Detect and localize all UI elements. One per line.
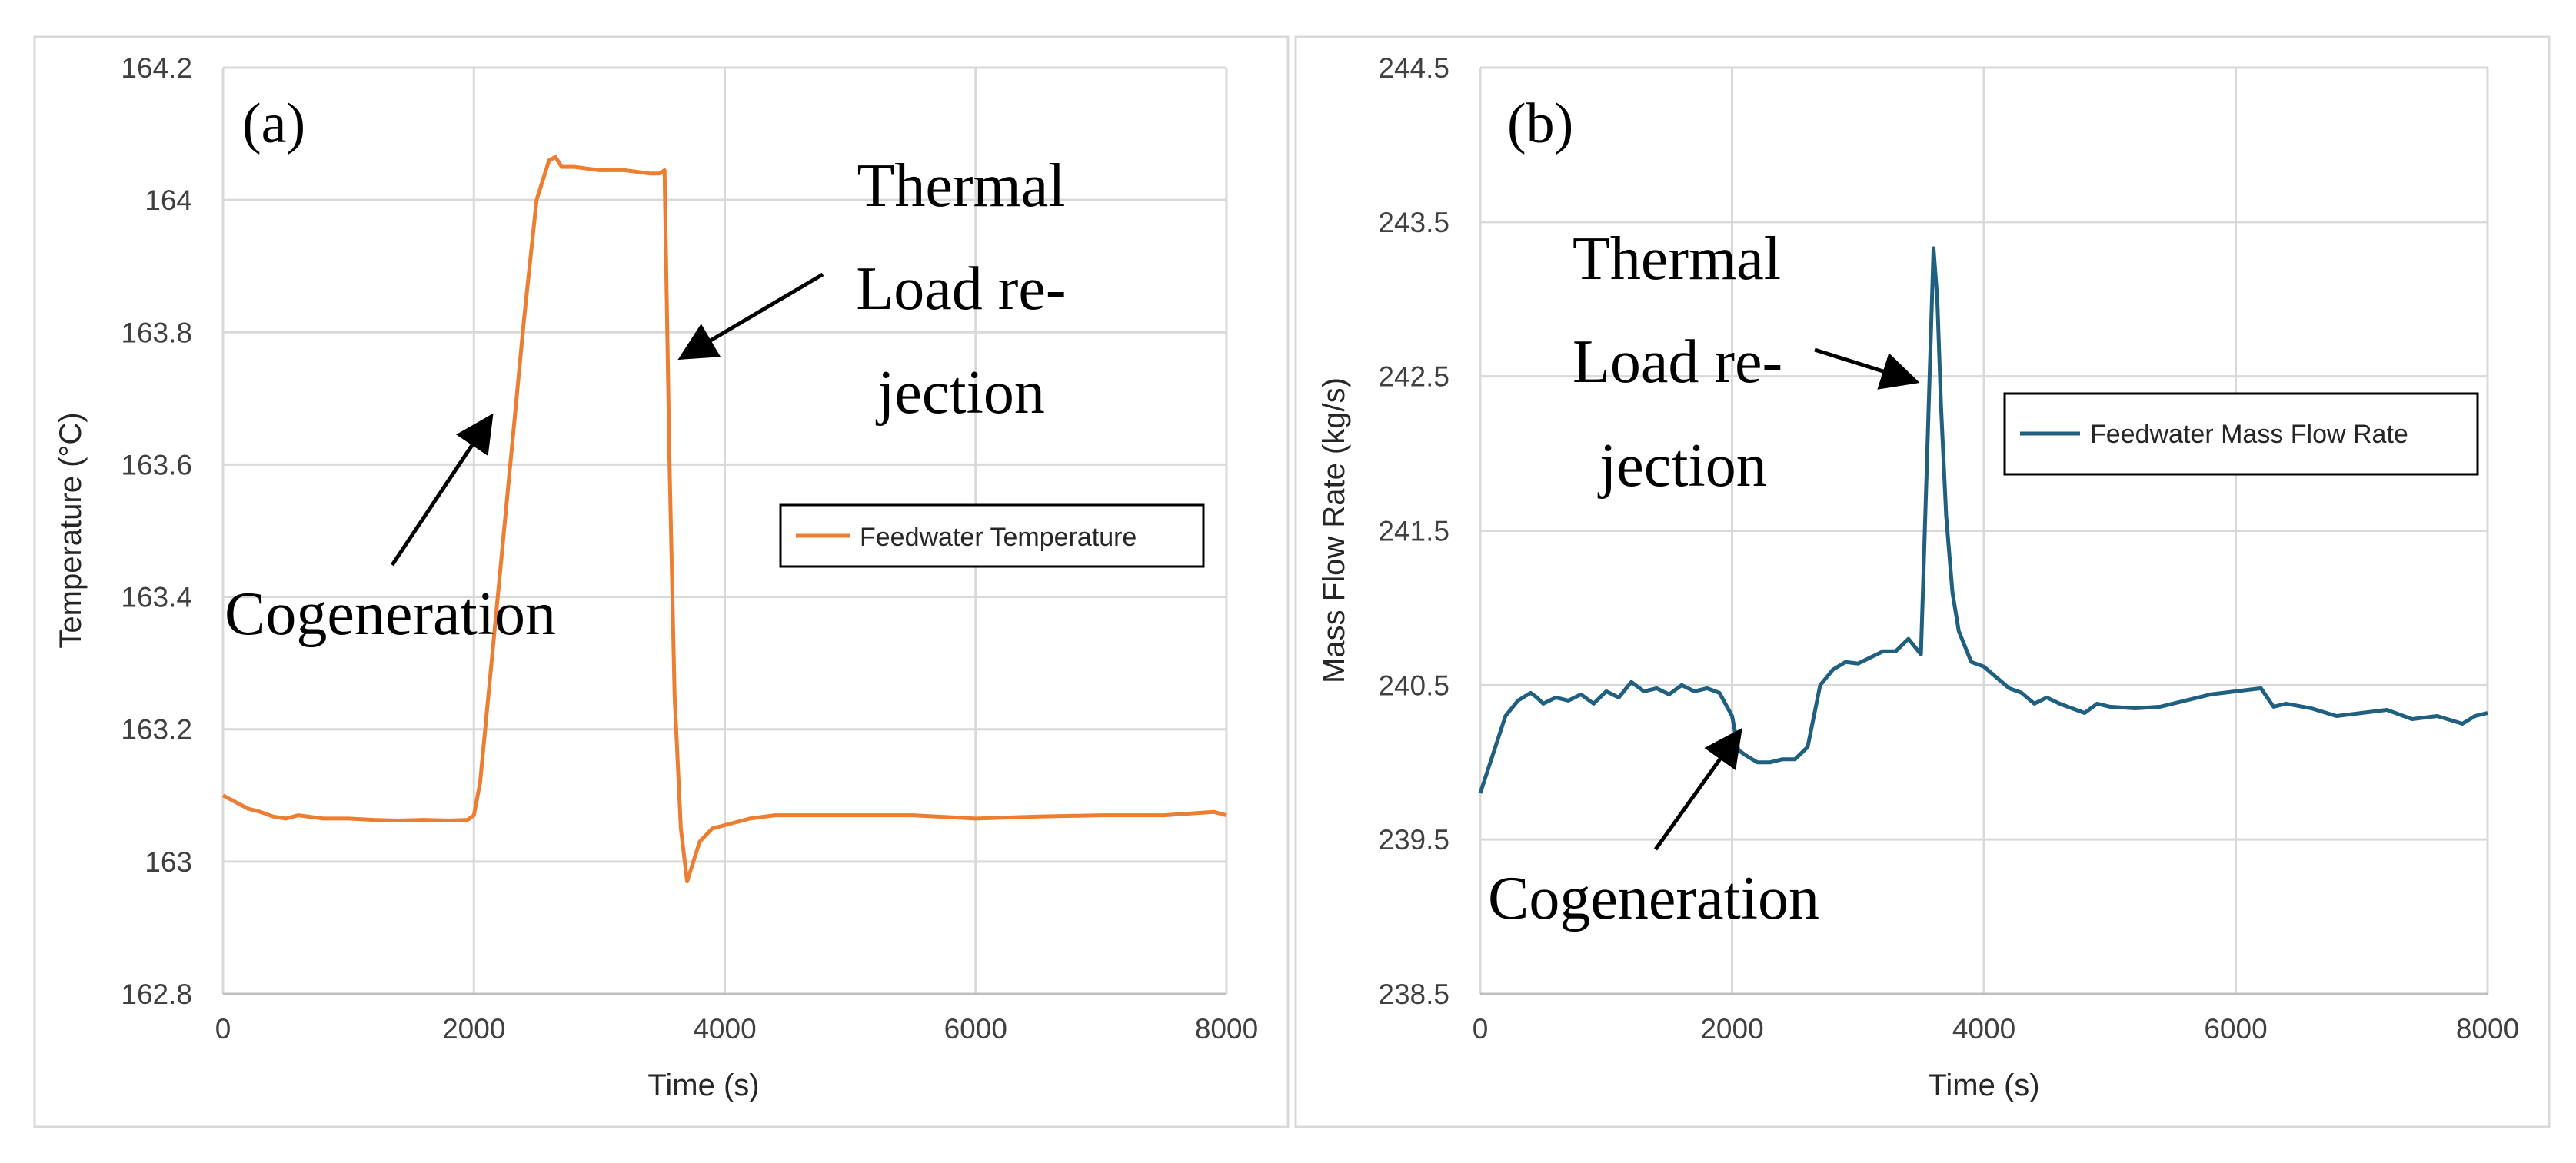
x-tick-label: 2000 <box>1700 1013 1763 1045</box>
panel-b-legend: Feedwater Mass Flow Rate <box>2003 392 2479 476</box>
panel-b-y-ticks: 238.5 239.5 240.5 241.5 242.5 243.5 244.5 <box>1378 52 1449 1010</box>
panel-a-legend-box <box>779 503 1205 568</box>
panel-b-x-ticks: 0 2000 4000 6000 8000 <box>1473 1013 2519 1045</box>
y-tick-label: 163.4 <box>121 582 192 613</box>
annotation-thermal-load-rejection-a: Thermal Load re- jection <box>677 152 1067 427</box>
panel-a-x-ticks: 0 2000 4000 6000 8000 <box>215 1013 1258 1045</box>
annotation-text-jection: jection <box>875 359 1045 427</box>
panel-b-legend-box <box>2003 392 2479 476</box>
x-tick-label: 6000 <box>2204 1013 2267 1045</box>
annotation-arrow-cogeneration-a <box>390 413 494 567</box>
y-tick-label: 238.5 <box>1378 979 1449 1010</box>
y-tick-label: 164.2 <box>121 52 192 84</box>
panel-a-grid <box>221 66 1228 995</box>
annotation-thermal-load-rejection-b: Thermal Load re- jection <box>1573 225 1920 500</box>
annotation-arrow-cogeneration-b <box>1653 727 1742 851</box>
y-tick-label: 163.2 <box>121 714 192 746</box>
y-tick-label: 162.8 <box>121 979 192 1010</box>
x-tick-label: 0 <box>215 1013 231 1045</box>
y-tick-label: 244.5 <box>1378 52 1449 84</box>
panel-b-y-axis-title: Mass Flow Rate (kg/s) <box>1317 377 1351 683</box>
annotation-cogeneration-a: Cogeneration <box>225 413 556 648</box>
y-tick-label: 163 <box>145 846 192 878</box>
y-tick-label: 243.5 <box>1378 207 1449 238</box>
y-tick-label: 163.8 <box>121 317 192 348</box>
annotation-arrow-thermal-load-rejection-a <box>677 272 824 361</box>
panel-b-label: (b) <box>1507 92 1573 155</box>
annotation-cogeneration-b: Cogeneration <box>1488 727 1819 932</box>
y-tick-label: 239.5 <box>1378 824 1449 856</box>
annotation-text-load-re: Load re- <box>856 255 1066 323</box>
annotation-text-cogeneration-b: Cogeneration <box>1488 865 1819 932</box>
panel-a-y-axis-title: Temperature (°C) <box>54 412 88 648</box>
x-tick-label: 0 <box>1473 1013 1489 1045</box>
legend-label-feedwater-mass-flow-rate: Feedwater Mass Flow Rate <box>2090 420 2408 449</box>
panel-b-x-axis-title: Time (s) <box>1928 1068 2039 1102</box>
x-tick-label: 2000 <box>442 1013 505 1045</box>
legend-label-feedwater-temperature: Feedwater Temperature <box>860 523 1137 552</box>
panel-b-grid <box>1479 66 2489 995</box>
annotation-text-jection-b: jection <box>1597 432 1767 500</box>
x-tick-label: 4000 <box>693 1013 756 1045</box>
panel-a-y-ticks: 162.8 163 163.2 163.4 163.6 163.8 164 164.2 <box>121 52 192 1010</box>
annotation-arrow-thermal-load-rejection-b <box>1814 347 1920 390</box>
x-tick-label: 8000 <box>1195 1013 1258 1045</box>
panel-a-x-axis-title: Time (s) <box>647 1068 759 1102</box>
annotation-text-load-re-b: Load re- <box>1573 328 1782 396</box>
x-tick-label: 6000 <box>944 1013 1007 1045</box>
y-tick-label: 163.6 <box>121 449 192 480</box>
panel-a-legend: Feedwater Temperature <box>779 503 1205 568</box>
series-line-feedwater-mass-flow-rate <box>1478 246 2488 794</box>
chart-panel-b: 238.5 239.5 240.5 241.5 242.5 243.5 244.5 0 200… <box>1294 35 2551 1128</box>
annotation-text-thermal-b: Thermal <box>1573 225 1781 293</box>
x-tick-label: 4000 <box>1952 1013 2015 1045</box>
y-tick-label: 240.5 <box>1378 670 1449 701</box>
y-tick-label: 242.5 <box>1378 361 1449 393</box>
series-line-feedwater-temperature <box>221 155 1227 884</box>
chart-panel-a: 162.8 163 163.2 163.4 163.6 163.8 164 164.2 0 20… <box>33 35 1290 1128</box>
y-tick-label: 241.5 <box>1378 516 1449 547</box>
y-tick-label: 164 <box>145 184 192 216</box>
panel-a-label: (a) <box>242 92 305 155</box>
panel-a-frame <box>33 35 1290 1128</box>
annotation-text-thermal: Thermal <box>857 152 1066 220</box>
annotation-text-cogeneration-a: Cogeneration <box>225 580 556 648</box>
x-tick-label: 8000 <box>2456 1013 2519 1045</box>
